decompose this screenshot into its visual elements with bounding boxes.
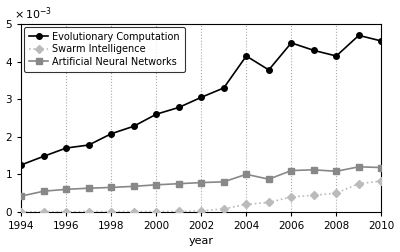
Line: Artificial Neural Networks: Artificial Neural Networks <box>18 164 384 199</box>
Artificial Neural Networks <box>199 181 204 184</box>
Artificial Neural Networks <box>379 166 384 169</box>
Artificial Neural Networks <box>266 178 271 181</box>
Artificial Neural Networks <box>41 190 46 193</box>
Swarm Intelligence <box>64 210 69 213</box>
Swarm Intelligence <box>266 201 271 204</box>
Evolutionary Computation <box>289 41 294 44</box>
Artificial Neural Networks <box>86 187 91 190</box>
Artificial Neural Networks <box>154 183 159 186</box>
Swarm Intelligence <box>176 210 181 213</box>
Evolutionary Computation <box>334 54 339 57</box>
Evolutionary Computation <box>109 132 114 135</box>
Evolutionary Computation <box>244 54 249 57</box>
Artificial Neural Networks <box>289 169 294 172</box>
Swarm Intelligence <box>86 210 91 213</box>
Swarm Intelligence <box>19 210 24 213</box>
Swarm Intelligence <box>289 195 294 198</box>
Evolutionary Computation <box>266 68 271 71</box>
Evolutionary Computation <box>199 96 204 99</box>
Artificial Neural Networks <box>131 185 136 188</box>
Swarm Intelligence <box>221 207 226 210</box>
Artificial Neural Networks <box>311 168 316 171</box>
Artificial Neural Networks <box>334 170 339 173</box>
Swarm Intelligence <box>356 182 361 185</box>
Artificial Neural Networks <box>64 188 69 191</box>
Evolutionary Computation <box>221 86 226 89</box>
Swarm Intelligence <box>109 210 114 213</box>
Swarm Intelligence <box>131 210 136 213</box>
Swarm Intelligence <box>311 194 316 197</box>
Evolutionary Computation <box>86 143 91 146</box>
Artificial Neural Networks <box>221 180 226 183</box>
Evolutionary Computation <box>154 113 159 116</box>
Artificial Neural Networks <box>109 186 114 189</box>
Swarm Intelligence <box>41 210 46 213</box>
Line: Evolutionary Computation: Evolutionary Computation <box>18 33 384 168</box>
Swarm Intelligence <box>154 210 159 213</box>
Evolutionary Computation <box>379 40 384 43</box>
Evolutionary Computation <box>19 163 24 166</box>
Artificial Neural Networks <box>19 195 24 198</box>
Artificial Neural Networks <box>176 182 181 185</box>
Evolutionary Computation <box>41 155 46 158</box>
Evolutionary Computation <box>64 146 69 149</box>
Legend: Evolutionary Computation, Swarm Intelligence, Artificial Neural Networks: Evolutionary Computation, Swarm Intellig… <box>24 27 185 72</box>
Evolutionary Computation <box>356 34 361 37</box>
Swarm Intelligence <box>379 180 384 183</box>
Text: $\times\,10^{-3}$: $\times\,10^{-3}$ <box>14 6 52 22</box>
Artificial Neural Networks <box>356 165 361 168</box>
Swarm Intelligence <box>334 192 339 195</box>
Evolutionary Computation <box>131 125 136 128</box>
Swarm Intelligence <box>199 209 204 212</box>
Artificial Neural Networks <box>244 173 249 176</box>
Swarm Intelligence <box>244 203 249 206</box>
Line: Swarm Intelligence: Swarm Intelligence <box>18 178 384 214</box>
Evolutionary Computation <box>176 106 181 109</box>
Evolutionary Computation <box>311 49 316 52</box>
X-axis label: year: year <box>189 236 214 246</box>
